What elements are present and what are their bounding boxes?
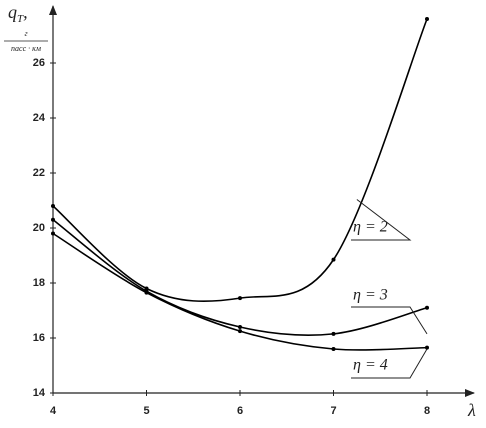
series-label: η = 3 [353,287,388,304]
x-label: λ [467,400,476,420]
point [331,331,336,336]
leader-line [351,348,428,379]
point [238,325,242,329]
y-unit-num: г [24,29,27,38]
point [425,305,429,310]
x-tick-label: 4 [50,405,57,417]
y-tick-label: 18 [33,277,45,289]
series-label: η = 2 [353,219,388,236]
y-tick-label: 24 [33,112,46,124]
y-tick-label: 16 [33,332,45,344]
point [238,296,242,301]
leader-line [351,199,412,241]
x-tick-label: 6 [237,405,243,417]
y-tick-label: 14 [33,387,46,399]
point [331,257,336,262]
leader-line [351,306,428,335]
y-unit-den: пасс · км [11,44,41,53]
point [51,204,55,208]
x-tick-label: 8 [424,405,430,417]
point [425,17,429,21]
point [144,286,149,291]
series-line [52,18,428,303]
y-tick-label: 26 [33,57,45,69]
series-line [52,219,428,336]
x-tick-label: 5 [143,405,149,417]
series-label: η = 4 [353,357,388,374]
point [51,231,55,236]
x-tick-label: 7 [330,405,336,417]
y-tick-label: 20 [33,222,45,234]
point [144,290,149,295]
point [331,347,336,351]
point [425,345,429,350]
point [238,329,242,334]
y-tick-label: 22 [33,167,45,179]
y-label: qT, [8,2,28,24]
point [51,217,55,222]
